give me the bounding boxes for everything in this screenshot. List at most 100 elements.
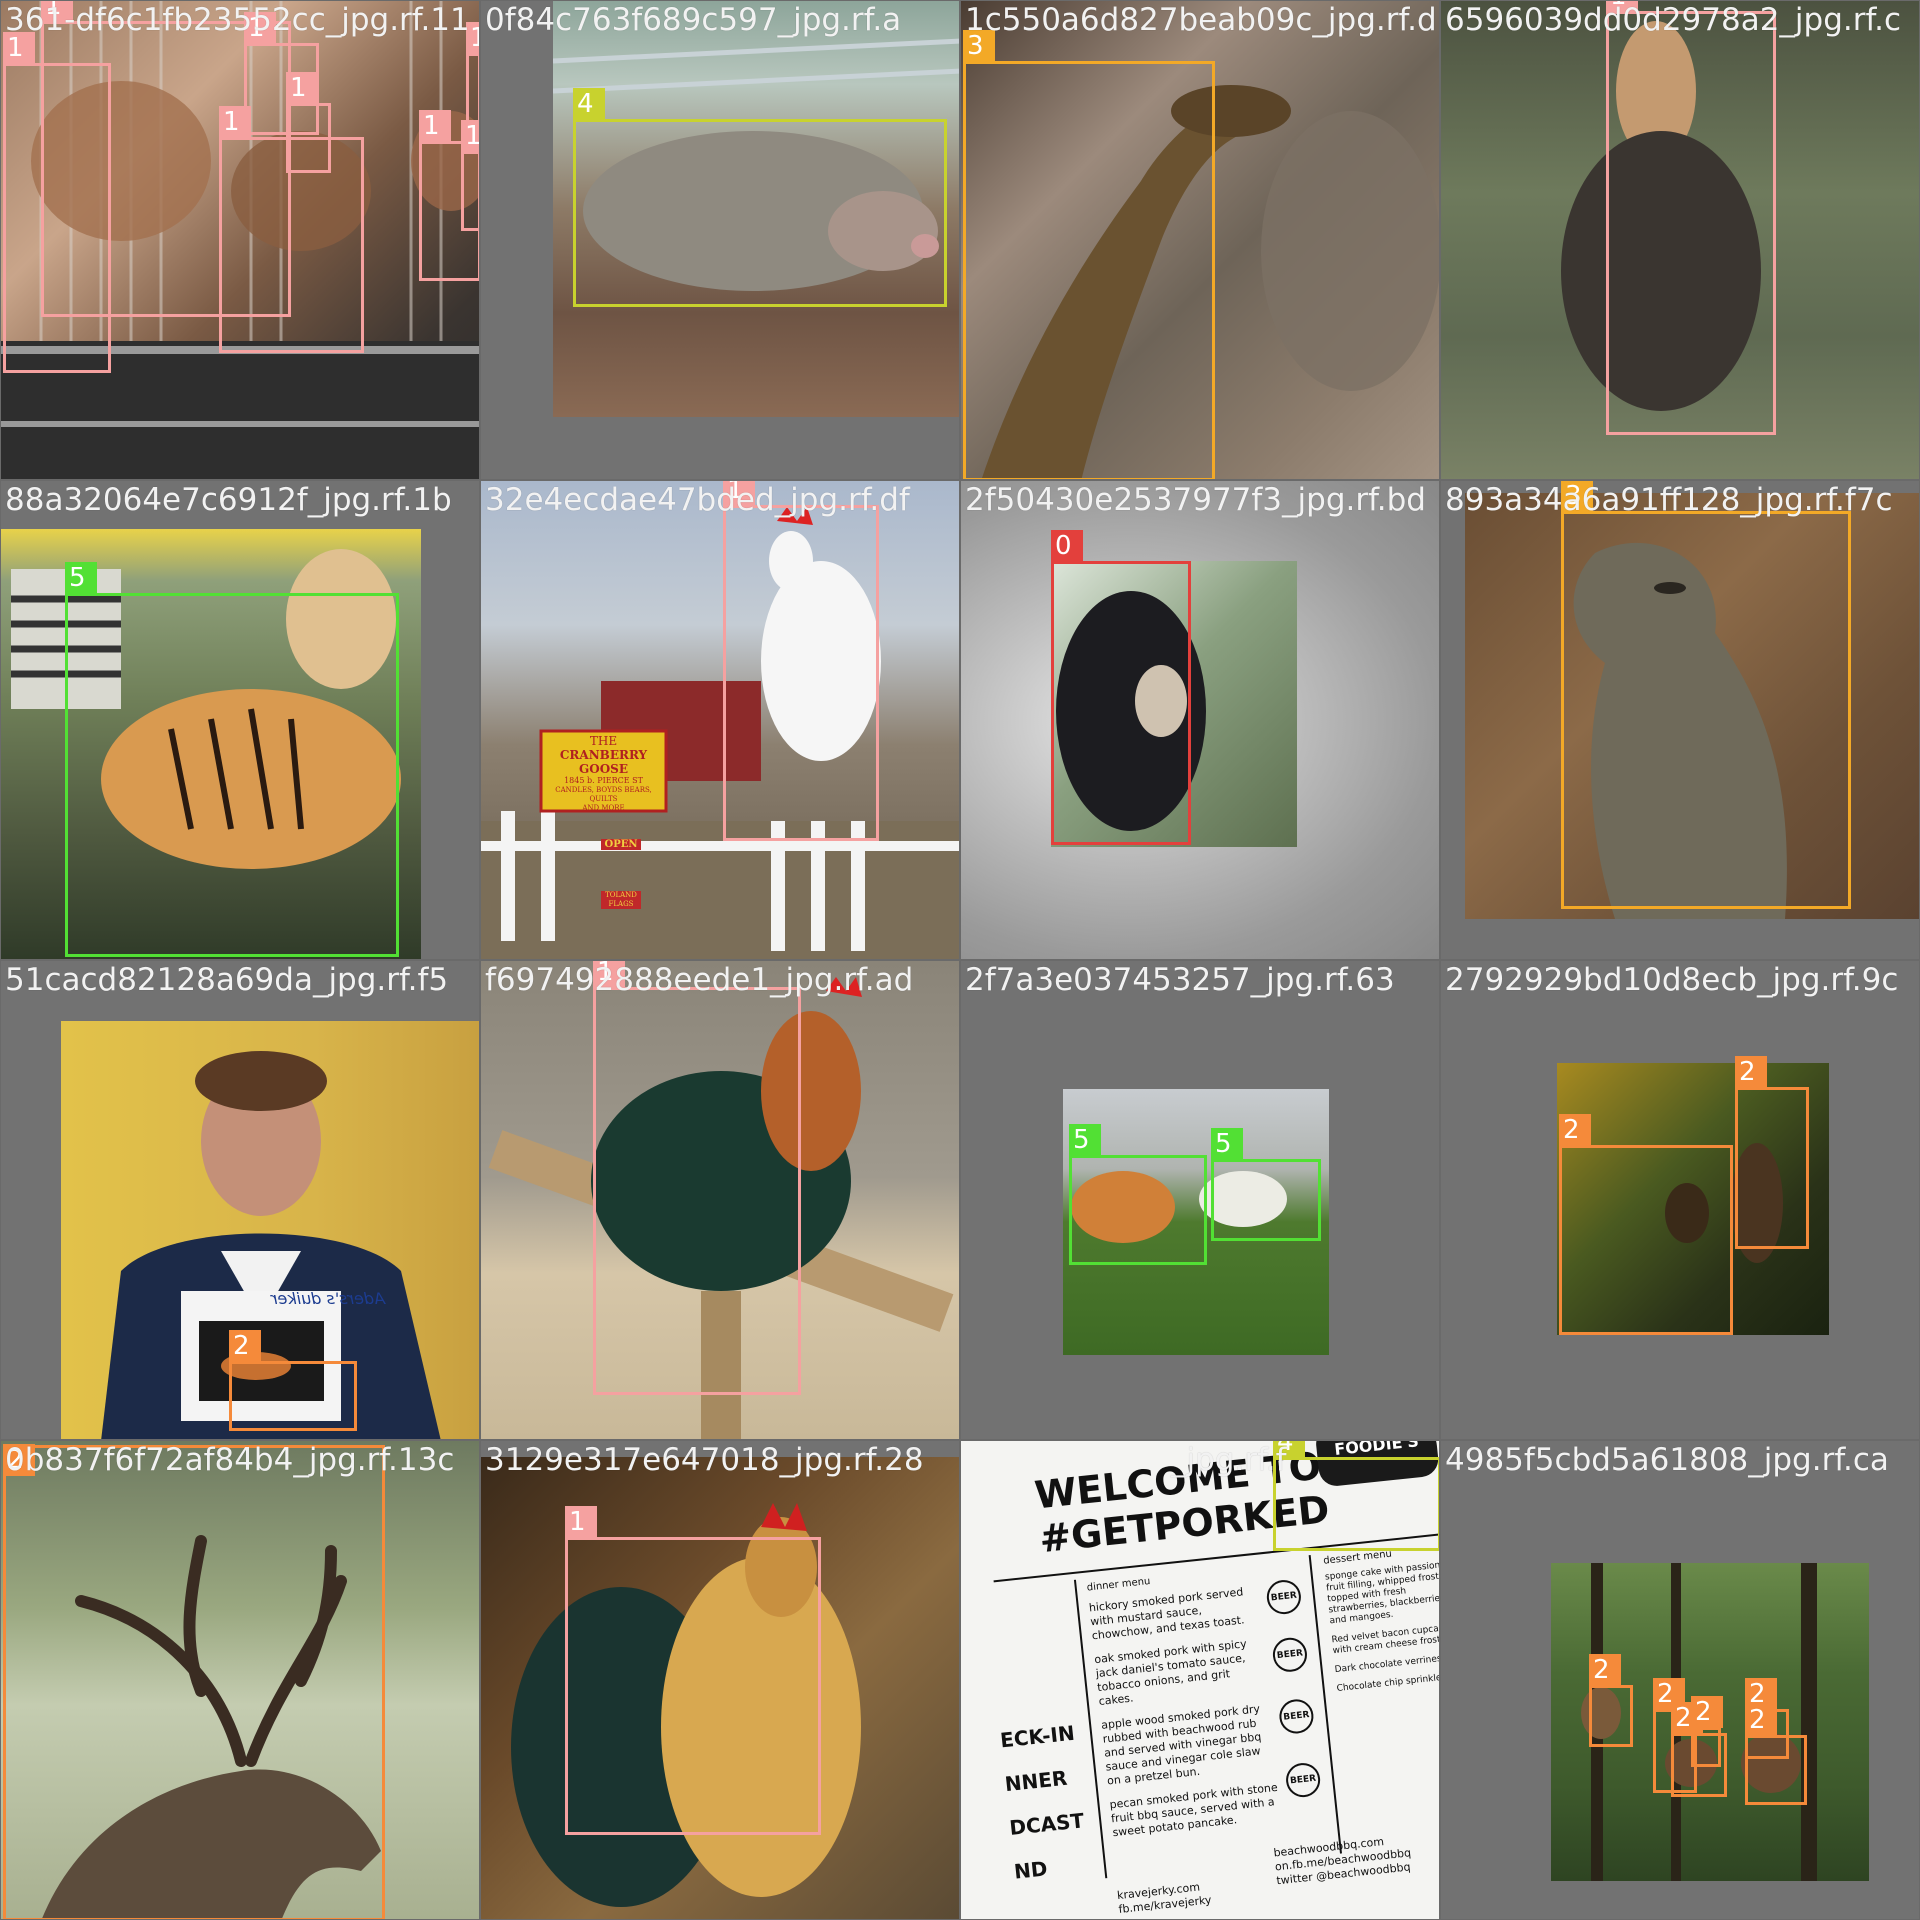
bbox-hen[interactable]: 1 xyxy=(3,32,111,373)
tile-filename: 0f84c763f689c597_jpg.rf.a xyxy=(485,2,902,38)
photo-rooster-grass xyxy=(1441,1,1919,479)
tile-filename: 893a34a6a91ff128_jpg.rf.f7c xyxy=(1445,482,1893,518)
bbox-rooster[interactable]: 1 xyxy=(1606,1,1776,435)
beer-badge: BEER xyxy=(1277,1697,1316,1736)
tile-filename: 4985f5cbd5a61808_jpg.rf.ca xyxy=(1445,1442,1889,1478)
bbox-pig-logo[interactable]: 4 xyxy=(1273,1441,1439,1551)
bbox-deer[interactable]: 2 xyxy=(1691,1696,1723,1767)
bbox-hen[interactable]: 1 xyxy=(286,72,331,173)
tile-12[interactable]: 2792929bd10d8ecb_jpg.rf.9c 2 2 xyxy=(1440,960,1920,1440)
tile-filename: 2f50430e2537977f3_jpg.rf.bd xyxy=(965,482,1426,518)
class-label: 1 xyxy=(565,1506,597,1538)
bbox-stag[interactable]: 2 xyxy=(3,1444,385,1919)
tile-3[interactable]: 1c550a6d827beab09c_jpg.rf.d 3 xyxy=(960,0,1440,480)
tile-10[interactable]: f697492888eede1_jpg.rf.ad 1 xyxy=(480,960,960,1440)
bbox-lizard[interactable]: 3 xyxy=(963,30,1215,479)
class-label: 5 xyxy=(1211,1128,1243,1160)
lizard-drawing xyxy=(981,85,1439,479)
tile-1[interactable]: 361-df6c1fb23552cc_jpg.rf.11 1 1 1 1 1 1… xyxy=(0,0,480,480)
bbox-rooster-statue[interactable]: 1 xyxy=(723,481,879,841)
open-sign: OPEN xyxy=(601,839,641,850)
tile-15[interactable]: WELCOME TO #GETPORKED FOODIE'S ECK-IN NN… xyxy=(960,1440,1440,1920)
tile-9[interactable]: Aders's duiker 51cacd82128a69da_jpg.rf.f… xyxy=(0,960,480,1440)
bear-drawing xyxy=(1056,591,1206,831)
class-label: 1 xyxy=(466,22,479,54)
class-label: 1 xyxy=(3,32,35,64)
dinner-menu: dinner menu hickory smoked pork served w… xyxy=(1086,1575,1279,1840)
tile-filename: 32e4ecdae47bded_jpg.rf.df xyxy=(485,482,910,518)
class-label: 3 xyxy=(1561,481,1593,512)
bbox-deer[interactable]: 2 xyxy=(1589,1654,1633,1747)
class-label: 1 xyxy=(286,72,318,104)
tile-13[interactable]: 0b837f6f72af84b4_jpg.rf.13c 2 xyxy=(0,1440,480,1920)
beer-badge: BEER xyxy=(1284,1761,1322,1799)
photo-rooster-log xyxy=(481,961,959,1439)
class-label: 2 xyxy=(1589,1654,1621,1686)
beer-badge: BEER xyxy=(1265,1578,1303,1616)
class-label: 2 xyxy=(1735,1056,1767,1088)
bbox-rooster[interactable]: 1 xyxy=(565,1506,821,1835)
cranberry-goose-sign: THE CRANBERRY GOOSE 1845 b. PIERCE ST CA… xyxy=(555,734,652,813)
class-label: 2 xyxy=(229,1330,261,1362)
tile-4[interactable]: 6596039dd0d2978a2_jpg.rf.c 1 xyxy=(1440,0,1920,480)
class-label: 1 xyxy=(593,961,625,988)
class-label: 5 xyxy=(65,562,97,594)
bbox-bear[interactable]: 0 xyxy=(1051,530,1191,845)
bbox-komodo[interactable]: 3 xyxy=(1561,481,1851,909)
class-label: 2 xyxy=(1691,1696,1723,1728)
bbox-hen[interactable]: 1 xyxy=(461,120,479,231)
poster-caption: Aders's duiker xyxy=(271,1289,386,1308)
class-label: 1 xyxy=(244,12,276,44)
bbox-deer[interactable]: 2 xyxy=(1559,1114,1733,1335)
class-label: 2 xyxy=(3,1444,35,1476)
tile-7[interactable]: 2f50430e2537977f3_jpg.rf.bd 0 xyxy=(960,480,1440,960)
beer-badge: BEER xyxy=(1271,1636,1309,1674)
photo-woman-tiger xyxy=(1,529,421,959)
photo-stag xyxy=(1,1441,479,1919)
class-label: 2 xyxy=(1745,1704,1777,1736)
tile-filename: 0b837f6f72af84b4_jpg.rf.13c xyxy=(5,1442,455,1478)
tile-filename: 88a32064e7c6912f_jpg.rf.1b xyxy=(5,482,452,518)
tile-8[interactable]: 893a34a6a91ff128_jpg.rf.f7c 3 xyxy=(1440,480,1920,960)
tile-5[interactable]: 88a32064e7c6912f_jpg.rf.1b 5 xyxy=(0,480,480,960)
bbox-rooster[interactable]: 1 xyxy=(593,961,801,1395)
tile-14[interactable]: 3129e317e647018_jpg.rf.28 1 xyxy=(480,1440,960,1920)
photo-lizard xyxy=(961,1,1439,479)
photo-rooster-statue: THE CRANBERRY GOOSE 1845 b. PIERCE ST CA… xyxy=(481,481,959,959)
bbox-hen[interactable]: 1 xyxy=(41,1,291,317)
bbox-hen[interactable]: 1 xyxy=(219,106,364,353)
menu-footer-left: kravejerky.com fb.me/kravejerky xyxy=(1116,1880,1213,1917)
photo-deer-forest xyxy=(1557,1063,1829,1335)
tile-filename: _jpg.rf.f xyxy=(1171,1442,1287,1478)
bbox-hen[interactable]: 1 xyxy=(466,22,479,153)
bbox-pig[interactable]: 4 xyxy=(573,88,947,307)
tile-filename: 2f7a3e037453257_jpg.rf.63 xyxy=(965,962,1395,998)
rooster-log-drawing xyxy=(488,977,954,1439)
bbox-hen[interactable]: 1 xyxy=(244,12,319,135)
rooster-drawing xyxy=(1561,21,1761,411)
statue-scene xyxy=(481,507,959,959)
bbox-deer[interactable]: 2 xyxy=(1735,1056,1809,1249)
stag-drawing xyxy=(41,1535,381,1919)
dessert-menu: dessert menu sponge cake with passion fr… xyxy=(1322,1548,1440,1695)
bbox-deer[interactable]: 2 xyxy=(1745,1704,1807,1805)
tile-6[interactable]: THE CRANBERRY GOOSE 1845 b. PIERCE ST CA… xyxy=(480,480,960,960)
bbox-tiger[interactable]: 5 xyxy=(1069,1124,1207,1265)
class-label: 2 xyxy=(1653,1678,1685,1710)
photo-komodo xyxy=(1465,493,1919,919)
deer-drawing xyxy=(1665,1143,1783,1263)
bbox-hen[interactable]: 1 xyxy=(419,110,479,281)
bbox-tiger[interactable]: 5 xyxy=(65,562,399,957)
tile-11[interactable]: 2f7a3e037453257_jpg.rf.63 5 5 xyxy=(960,960,1440,1440)
bbox-tiger[interactable]: 5 xyxy=(1211,1128,1321,1241)
tile-filename: 51cacd82128a69da_jpg.rf.f5 xyxy=(5,962,449,998)
tile-filename: f697492888eede1_jpg.rf.ad xyxy=(485,962,914,998)
menu-footer-mid: beachwoodbbq.com on.fb.me/beachwoodbbq t… xyxy=(1272,1835,1412,1888)
tile-2[interactable]: 0f84c763f689c597_jpg.rf.a 4 xyxy=(480,0,960,480)
bbox-duiker[interactable]: 2 xyxy=(229,1330,357,1431)
class-label: 1 xyxy=(419,110,451,142)
tile-16[interactable]: 4985f5cbd5a61808_jpg.rf.ca 2 2 2 2 2 2 xyxy=(1440,1440,1920,1920)
class-label: 4 xyxy=(1273,1441,1305,1458)
class-label: 2 xyxy=(1559,1114,1591,1146)
